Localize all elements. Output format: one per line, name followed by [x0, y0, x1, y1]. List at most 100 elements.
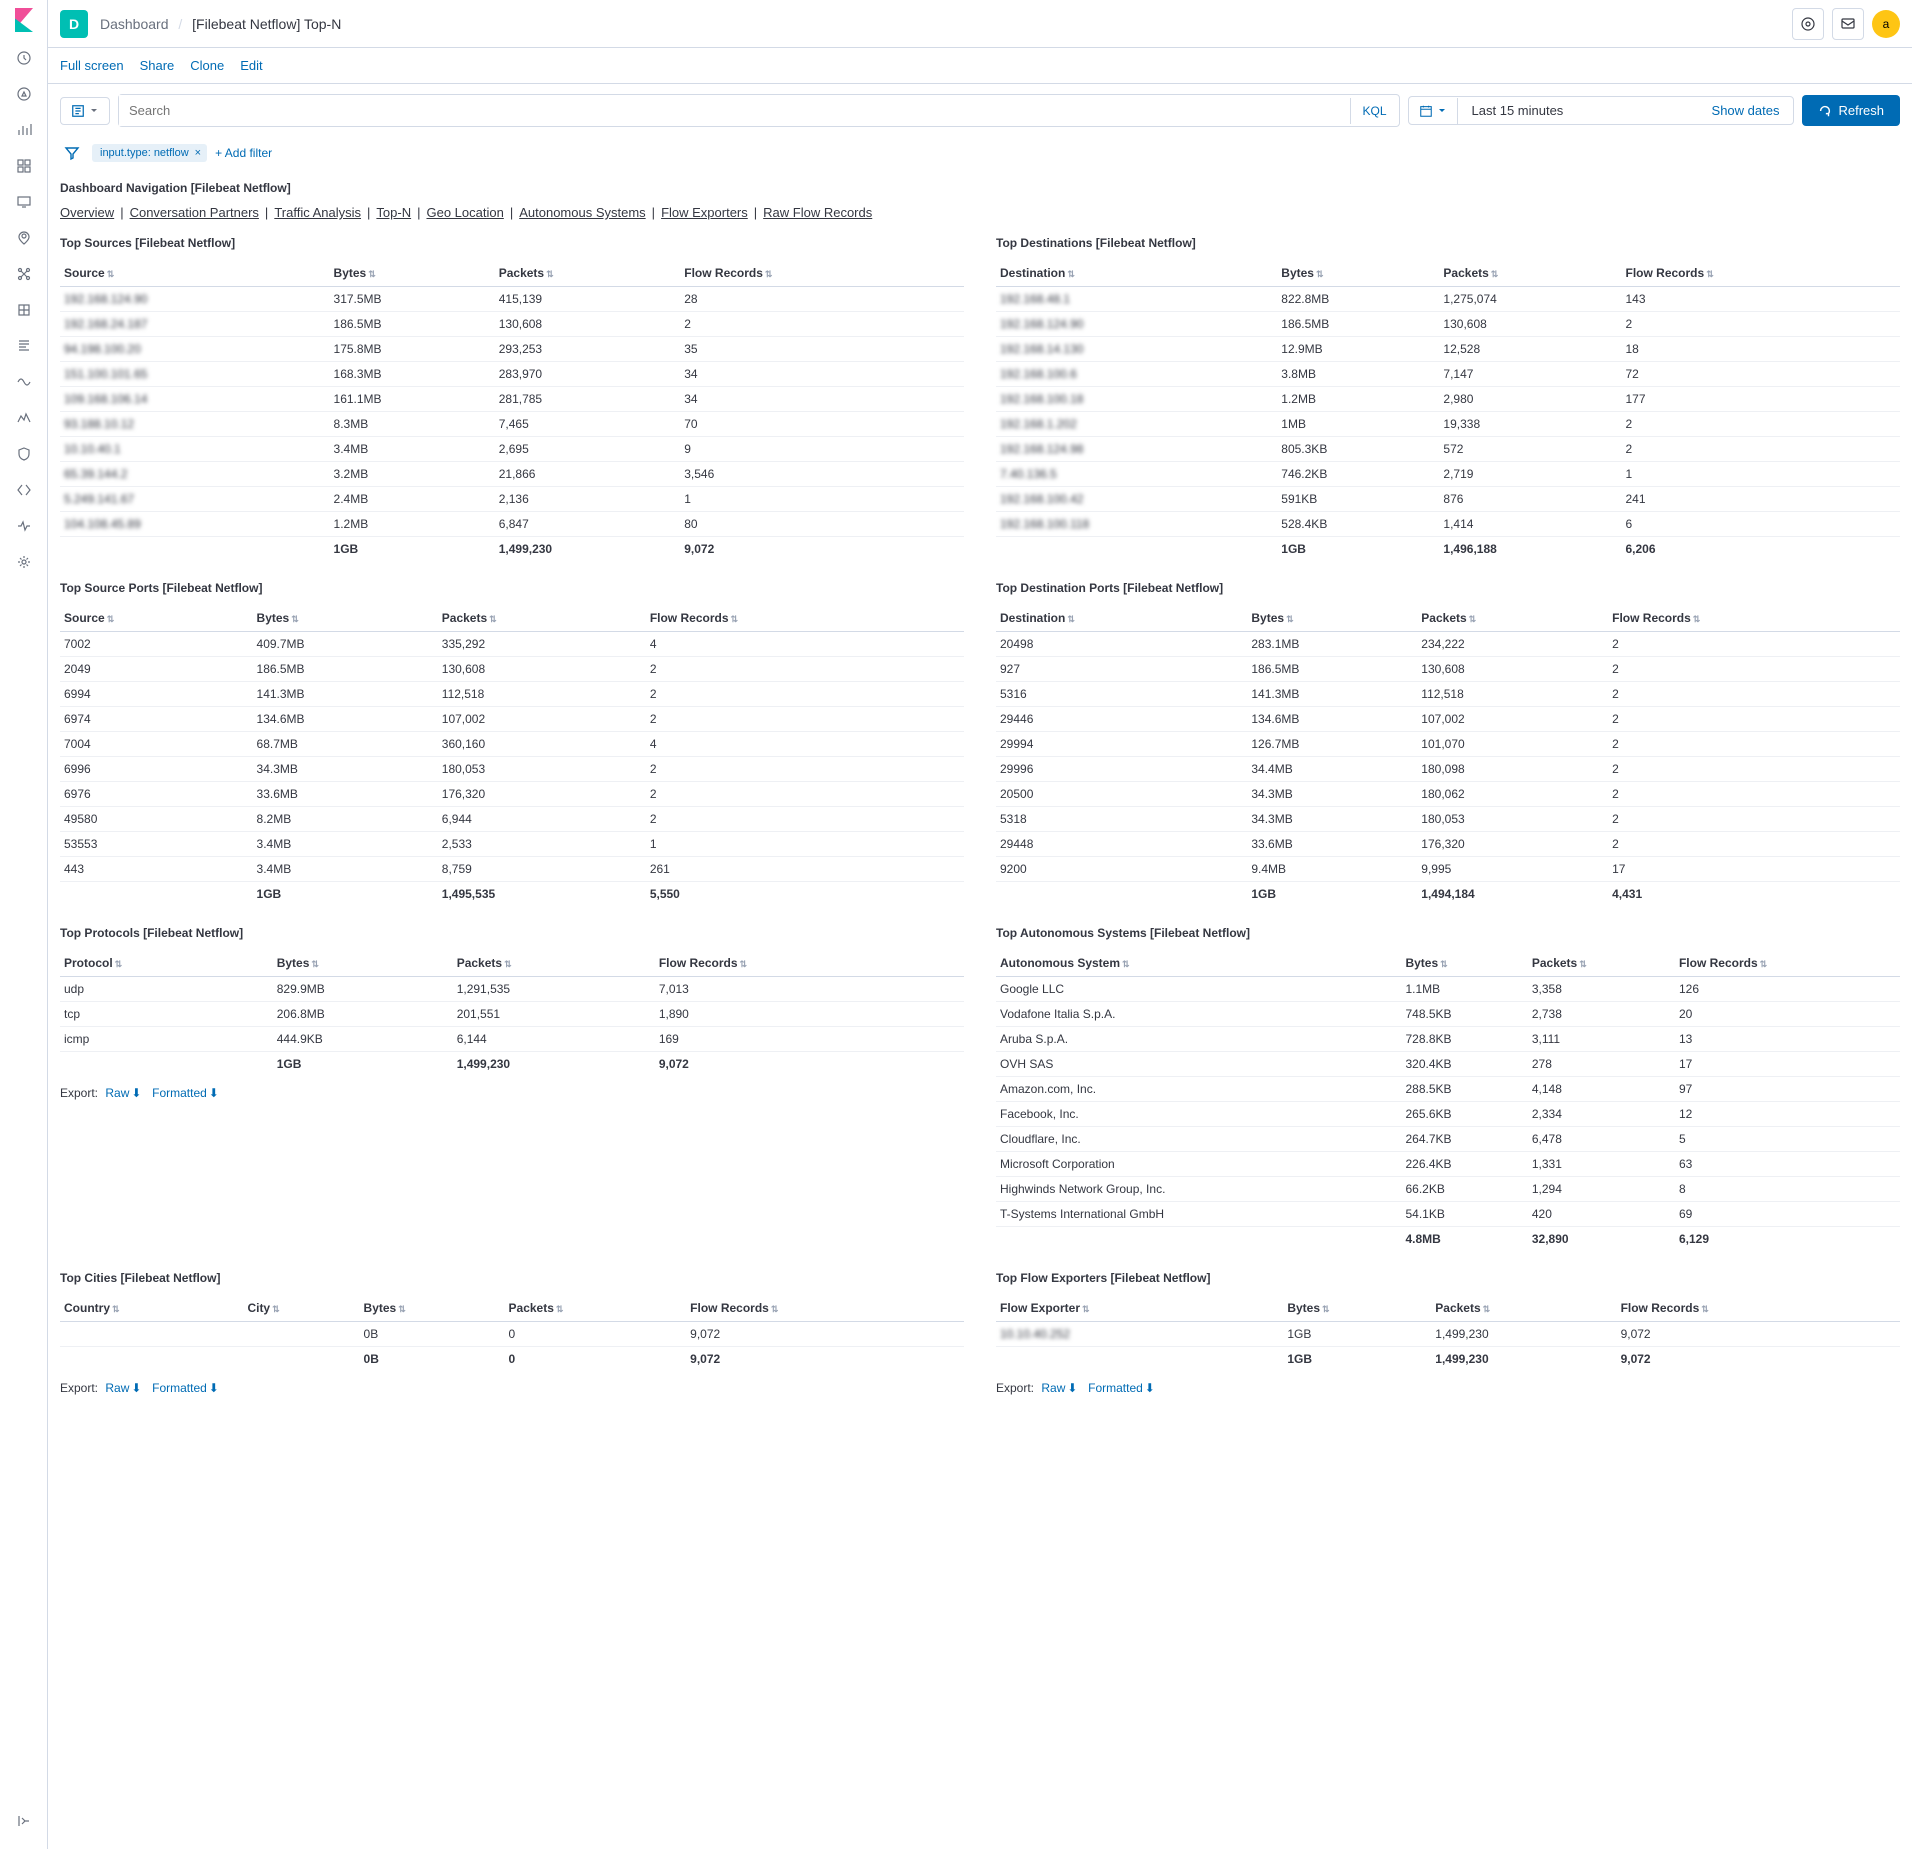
table-cell: [60, 1347, 243, 1372]
column-header[interactable]: Bytes⇅: [330, 260, 495, 287]
column-header[interactable]: Autonomous System⇅: [996, 950, 1401, 977]
calendar-button[interactable]: [1409, 98, 1458, 124]
column-header[interactable]: Packets⇅: [1439, 260, 1621, 287]
table-cell: 0: [505, 1347, 687, 1372]
column-header[interactable]: Flow Records⇅: [655, 950, 964, 977]
export-raw-link[interactable]: Raw: [105, 1086, 129, 1100]
column-header[interactable]: Bytes⇅: [253, 605, 438, 632]
column-header[interactable]: Bytes⇅: [1247, 605, 1417, 632]
column-header[interactable]: Flow Records⇅: [686, 1295, 964, 1322]
nav-link[interactable]: Conversation Partners: [130, 205, 259, 220]
table-cell: 192.168.124.98: [996, 437, 1277, 462]
sidebar-item-logs[interactable]: [8, 330, 40, 362]
kibana-logo[interactable]: [12, 8, 36, 32]
newsfeed-icon[interactable]: [1832, 8, 1864, 40]
panel-top_dst_ports: Top Destination Ports [Filebeat Netflow]…: [996, 581, 1900, 906]
sidebar-item-monitoring[interactable]: [8, 510, 40, 542]
column-header[interactable]: Country⇅: [60, 1295, 243, 1322]
add-filter-button[interactable]: + Add filter: [215, 146, 272, 160]
query-options-button[interactable]: [60, 97, 110, 125]
table-cell: 192.168.14.130: [996, 337, 1277, 362]
column-header[interactable]: Flow Records⇅: [1608, 605, 1900, 632]
export-formatted-link[interactable]: Formatted: [152, 1381, 207, 1395]
table-cell: 7002: [60, 632, 253, 657]
column-header[interactable]: Source⇅: [60, 605, 253, 632]
column-header[interactable]: Bytes⇅: [1283, 1295, 1431, 1322]
table-row: 6994141.3MB112,5182: [60, 682, 964, 707]
nav-link[interactable]: Traffic Analysis: [274, 205, 361, 220]
column-header[interactable]: Flow Records⇅: [1675, 950, 1900, 977]
filter-pill[interactable]: input.type: netflow ×: [92, 144, 207, 162]
share-button[interactable]: Share: [140, 58, 175, 73]
sidebar-item-apm[interactable]: [8, 366, 40, 398]
edit-button[interactable]: Edit: [240, 58, 262, 73]
filter-pill-close-icon[interactable]: ×: [195, 147, 201, 159]
column-header[interactable]: Bytes⇅: [273, 950, 453, 977]
column-header[interactable]: Source⇅: [60, 260, 330, 287]
column-header[interactable]: Flow Records⇅: [1617, 1295, 1900, 1322]
search-input[interactable]: [119, 95, 1350, 126]
nav-link[interactable]: Autonomous Systems: [519, 205, 645, 220]
table-cell: 9,072: [1617, 1322, 1900, 1347]
column-header[interactable]: Packets⇅: [438, 605, 646, 632]
sidebar-item-canvas[interactable]: [8, 186, 40, 218]
sidebar-item-maps[interactable]: [8, 222, 40, 254]
column-header[interactable]: Destination⇅: [996, 260, 1277, 287]
column-header[interactable]: Destination⇅: [996, 605, 1247, 632]
export-formatted-link[interactable]: Formatted: [1088, 1381, 1143, 1395]
breadcrumb: Dashboard / [Filebeat Netflow] Top-N: [100, 16, 341, 32]
sidebar-item-infra[interactable]: [8, 294, 40, 326]
sidebar-item-dev[interactable]: [8, 474, 40, 506]
table-cell: 9: [680, 437, 964, 462]
help-icon[interactable]: [1792, 8, 1824, 40]
column-header[interactable]: Flow Exporter⇅: [996, 1295, 1283, 1322]
column-header[interactable]: Packets⇅: [453, 950, 655, 977]
table-row: 2944833.6MB176,3202: [996, 832, 1900, 857]
export-raw-link[interactable]: Raw: [1041, 1381, 1065, 1395]
table-total-row: 1GB1,499,2309,072: [996, 1347, 1900, 1372]
breadcrumb-dashboard-link[interactable]: Dashboard: [100, 16, 169, 32]
nav-link[interactable]: Geo Location: [426, 205, 503, 220]
export-formatted-link[interactable]: Formatted: [152, 1086, 207, 1100]
column-header[interactable]: Packets⇅: [1431, 1295, 1616, 1322]
sidebar-item-visualize[interactable]: [8, 114, 40, 146]
nav-link[interactable]: Overview: [60, 205, 114, 220]
column-header[interactable]: Bytes⇅: [1277, 260, 1439, 287]
date-range-label[interactable]: Last 15 minutes: [1458, 97, 1698, 124]
sidebar-item-discover[interactable]: [8, 78, 40, 110]
user-avatar[interactable]: a: [1872, 10, 1900, 38]
table-cell: 70: [680, 412, 964, 437]
table-cell: 3.4MB: [253, 832, 438, 857]
column-header[interactable]: Packets⇅: [1417, 605, 1608, 632]
filter-menu-icon[interactable]: [60, 141, 84, 165]
kql-toggle[interactable]: KQL: [1350, 98, 1399, 124]
sidebar-item-management[interactable]: [8, 546, 40, 578]
clone-button[interactable]: Clone: [190, 58, 224, 73]
sidebar-item-recent[interactable]: [8, 42, 40, 74]
column-header[interactable]: Packets⇅: [505, 1295, 687, 1322]
nav-link[interactable]: Top-N: [376, 205, 411, 220]
column-header[interactable]: Protocol⇅: [60, 950, 273, 977]
table-cell: 93.188.10.12: [60, 412, 330, 437]
table-cell: Google LLC: [996, 977, 1401, 1002]
column-header[interactable]: Packets⇅: [1528, 950, 1675, 977]
table-cell: [996, 1227, 1401, 1252]
sidebar-item-siem[interactable]: [8, 438, 40, 470]
column-header[interactable]: Flow Records⇅: [646, 605, 964, 632]
export-raw-link[interactable]: Raw: [105, 1381, 129, 1395]
column-header[interactable]: City⇅: [243, 1295, 359, 1322]
nav-link[interactable]: Flow Exporters: [661, 205, 748, 220]
column-header[interactable]: Bytes⇅: [1401, 950, 1527, 977]
refresh-button[interactable]: Refresh: [1802, 95, 1900, 126]
column-header[interactable]: Bytes⇅: [360, 1295, 505, 1322]
sidebar-collapse-button[interactable]: [8, 1805, 40, 1837]
show-dates-button[interactable]: Show dates: [1698, 97, 1794, 124]
sidebar-item-ml[interactable]: [8, 258, 40, 290]
full-screen-button[interactable]: Full screen: [60, 58, 124, 73]
column-header[interactable]: Flow Records⇅: [680, 260, 964, 287]
column-header[interactable]: Flow Records⇅: [1622, 260, 1901, 287]
column-header[interactable]: Packets⇅: [495, 260, 681, 287]
sidebar-item-dashboard[interactable]: [8, 150, 40, 182]
sidebar-item-uptime[interactable]: [8, 402, 40, 434]
nav-link[interactable]: Raw Flow Records: [763, 205, 872, 220]
